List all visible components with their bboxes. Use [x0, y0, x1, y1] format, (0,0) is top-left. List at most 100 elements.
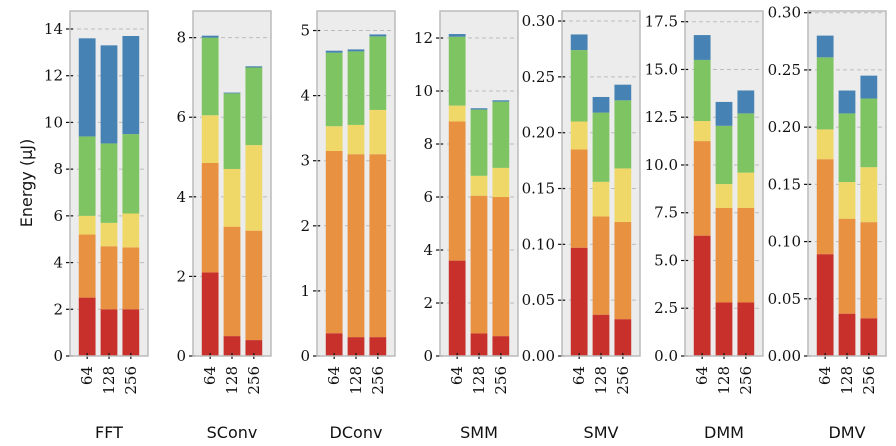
y-tick-label: 6: [53, 207, 63, 225]
y-tick-label: 12: [44, 67, 63, 85]
bar-sconv-128-segment-2: [223, 168, 241, 227]
bar-smm-64-segment-4: [448, 34, 466, 37]
y-tick-label: 8: [53, 160, 63, 178]
bar-smv-256-segment-4: [614, 84, 632, 101]
bar-smv-256-segment-0: [614, 319, 632, 356]
bar-fft-128-segment-4: [100, 45, 118, 144]
x-tick-label: 128: [347, 366, 365, 395]
bar-dconv-64-segment-4: [325, 50, 343, 53]
axes-frame: [807, 10, 887, 357]
y-tick-label: 5.0: [654, 251, 678, 269]
bar-dmv-128-segment-1: [838, 218, 856, 314]
x-tick-label: 128: [223, 366, 241, 395]
x-tick-label: 128: [592, 366, 610, 395]
bar-smm-128-segment-2: [470, 175, 488, 196]
y-tick-label: 0.05: [522, 291, 555, 309]
y-tick-label: 0.25: [522, 68, 555, 86]
x-tick-label: 64: [570, 366, 588, 385]
bar-smm-256-segment-2: [492, 167, 510, 198]
y-tick-label: 10: [414, 82, 433, 100]
bar-smv-256-segment-2: [614, 168, 632, 223]
bar-sconv-64-segment-2: [201, 115, 219, 164]
bar-dconv-128-segment-0: [347, 337, 365, 356]
panel-title: SMV: [584, 423, 619, 442]
y-tick-label: 8: [423, 135, 433, 153]
bar-dmm-256-segment-2: [737, 172, 755, 208]
bar-dconv-256-segment-2: [369, 109, 387, 155]
y-tick-label: 0.10: [522, 235, 555, 253]
bar-dconv-256-segment-0: [369, 337, 387, 356]
y-tick-label: 0.0: [654, 347, 678, 365]
bar-dmm-64-segment-0: [693, 235, 711, 356]
bar-dmv-64-segment-1: [816, 159, 834, 255]
x-tick-label: 64: [816, 366, 834, 385]
panel-fft: 0 2 4 6 8 10 12 14 64 128 256 FFT: [44, 10, 149, 442]
y-tick-label: 0.00: [768, 347, 801, 365]
bar-smm-128-segment-0: [470, 333, 488, 356]
x-tick-label: 256: [737, 366, 755, 395]
bar-dmv-256-segment-0: [860, 318, 878, 356]
x-tick-label: 256: [245, 366, 263, 395]
y-tick-label: 4: [176, 188, 186, 206]
bar-smv-64-segment-4: [570, 34, 588, 51]
y-tick-label: 2: [300, 217, 310, 235]
bar-dmm-256-segment-4: [737, 90, 755, 114]
y-tick-label: 10: [44, 113, 63, 131]
bar-dmv-256-segment-4: [860, 75, 878, 99]
bar-dconv-128-segment-2: [347, 124, 365, 155]
axes-frame: [561, 10, 641, 357]
y-tick-label: 0: [300, 347, 310, 365]
bar-fft-128-segment-0: [100, 309, 118, 356]
bar-dmm-64-segment-2: [693, 121, 711, 142]
y-tick-label: 2: [176, 267, 186, 285]
bar-sconv-128-segment-1: [223, 226, 241, 337]
axes-frame: [439, 10, 519, 357]
bar-sconv-64-segment-4: [201, 35, 219, 38]
x-tick-label: 64: [448, 366, 466, 385]
bar-sconv-128-segment-0: [223, 336, 241, 356]
y-tick-label: 15.0: [645, 60, 678, 78]
bar-smv-128-segment-1: [592, 216, 610, 315]
bar-fft-64-segment-0: [78, 297, 96, 356]
bar-dmv-64-segment-0: [816, 254, 834, 356]
panel-smv: 0.00 0.05 0.10 0.15 0.20 0.25 0.30 64 128 256 SMV: [522, 10, 641, 442]
x-tick-label: 256: [122, 366, 140, 395]
bar-sconv-256-segment-1: [245, 230, 263, 341]
y-tick-label: 8: [176, 29, 186, 47]
x-tick-label: 256: [860, 366, 878, 395]
bar-smv-64-segment-2: [570, 121, 588, 150]
bar-fft-256-segment-1: [122, 247, 140, 310]
y-tick-label: 0: [53, 347, 63, 365]
y-tick-label: 14: [44, 20, 63, 38]
y-tick-label: 6: [423, 188, 433, 206]
bar-dconv-64-segment-3: [325, 52, 343, 127]
y-tick-label: 0.20: [768, 118, 801, 136]
panel-title: SConv: [207, 423, 258, 442]
bar-smv-128-segment-2: [592, 181, 610, 217]
bar-dmm-64-segment-4: [693, 35, 711, 60]
bar-dmv-256-segment-1: [860, 222, 878, 319]
y-tick-label: 1: [300, 282, 310, 300]
y-tick-label: 5: [300, 22, 310, 40]
bar-sconv-64-segment-1: [201, 163, 219, 273]
y-tick-label: 12.5: [645, 108, 678, 126]
bar-dmv-64-segment-4: [816, 35, 834, 58]
bar-fft-64-segment-2: [78, 215, 96, 235]
y-tick-label: 3: [300, 152, 310, 170]
bar-dconv-256-segment-1: [369, 154, 387, 338]
x-tick-label: 256: [614, 366, 632, 395]
y-tick-label: 2.5: [654, 299, 678, 317]
x-tick-label: 128: [838, 366, 856, 395]
bar-fft-128-segment-2: [100, 222, 118, 247]
y-tick-label: 6: [176, 108, 186, 126]
bar-sconv-256-segment-0: [245, 340, 263, 356]
panel-smm: 0 2 4 6 8 10 12 64 128 256 SMM: [414, 10, 519, 442]
panel-dmv: 0.00 0.05 0.10 0.15 0.20 0.25 0.30 64 128 256 DMV: [768, 4, 887, 442]
x-tick-label: 64: [201, 366, 219, 385]
x-tick-label: 64: [78, 366, 96, 385]
panel-title: FFT: [95, 423, 123, 442]
bar-dmm-128-segment-0: [715, 302, 733, 356]
y-tick-label: 7.5: [654, 204, 678, 222]
bar-fft-128-segment-1: [100, 246, 118, 310]
